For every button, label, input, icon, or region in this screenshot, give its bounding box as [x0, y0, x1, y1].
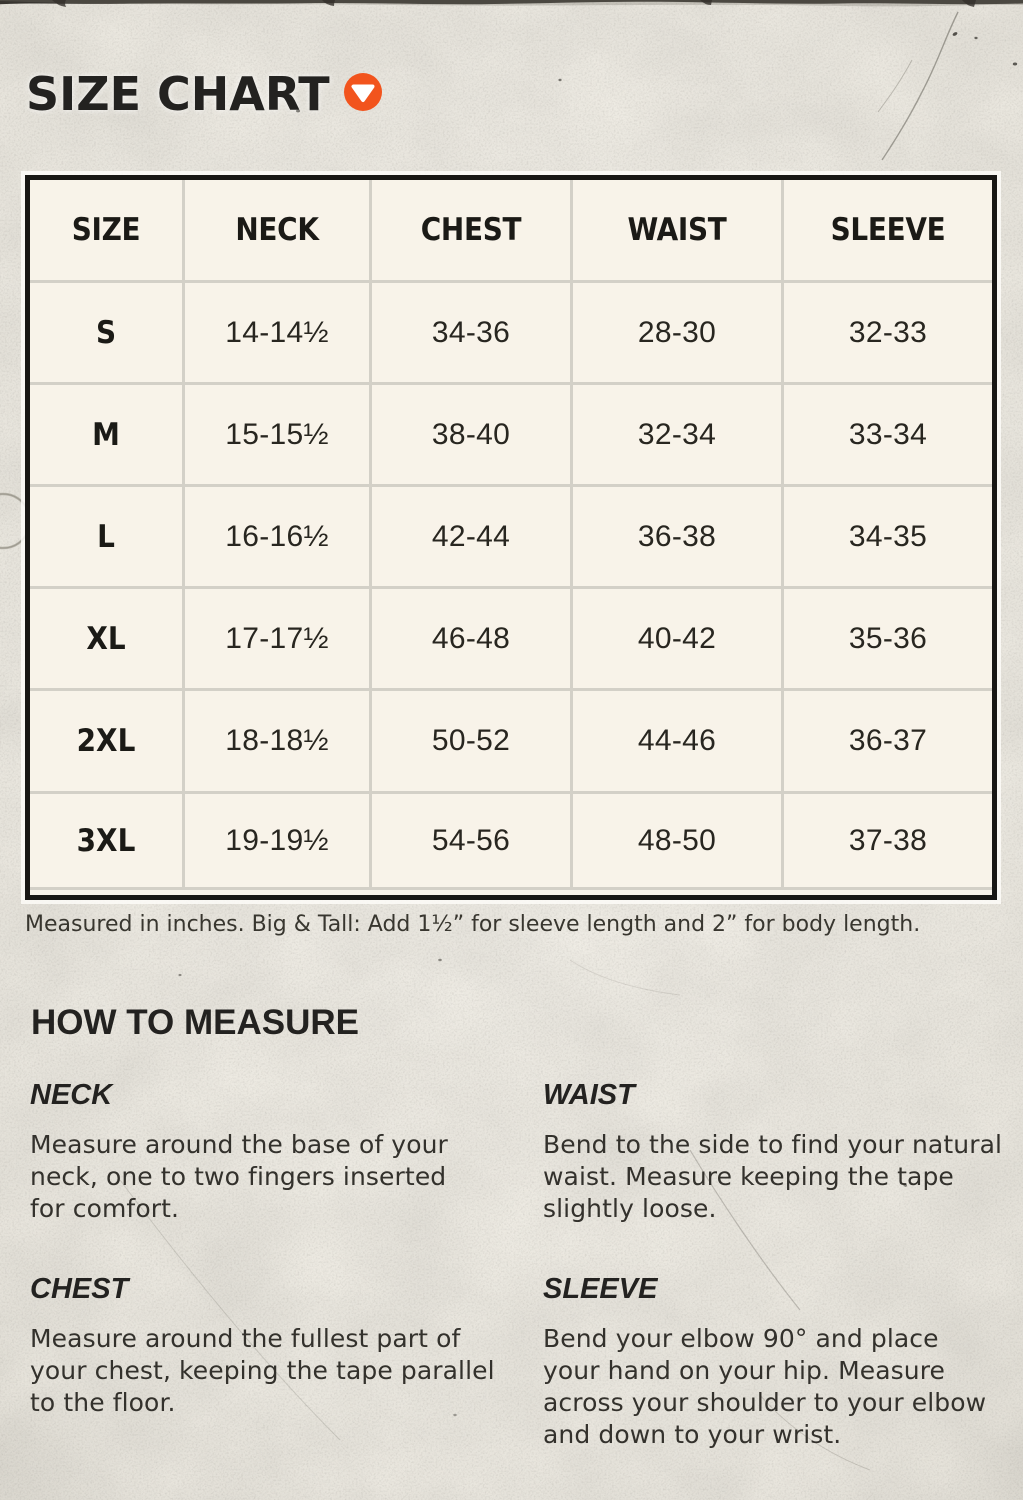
size-label: 2XL: [30, 691, 182, 791]
table-cell: 44-46: [573, 691, 781, 791]
table-cell: 32-33: [784, 283, 992, 382]
table-cell: 48-50: [573, 794, 781, 887]
table-cell: 35-36: [784, 589, 992, 688]
table-cell: 16-16½: [185, 487, 369, 586]
size-grid: SIZE NECK CHEST WAIST SLEEVE S 14-14½ 34-36 28-3…: [30, 180, 992, 890]
table-cell: 34-35: [784, 487, 992, 586]
column-header-chest: CHEST: [372, 180, 570, 280]
size-label: M: [30, 385, 182, 484]
table-cell: 17-17½: [185, 589, 369, 688]
instruction-label: CHEST: [30, 1273, 129, 1305]
size-label: S: [30, 283, 182, 382]
table-cell: 34-36: [372, 283, 570, 382]
table-cell: 33-34: [784, 385, 992, 484]
size-label: 3XL: [30, 794, 182, 887]
instruction-text: Bend your elbow 90° and place your hand …: [543, 1324, 987, 1449]
table-cell: 42-44: [372, 487, 570, 586]
table-cell: 46-48: [372, 589, 570, 688]
table-cell: 37-38: [784, 794, 992, 887]
dropdown-arrow-icon[interactable]: [344, 73, 382, 111]
size-table: SIZE NECK CHEST WAIST SLEEVE S 14-14½ 34-36 28-3…: [21, 171, 1001, 904]
column-header-size: SIZE: [30, 180, 182, 280]
measurement-note: Measured in inches. Big & Tall: Add 1½” …: [25, 912, 921, 937]
instruction-label: WAIST: [543, 1079, 635, 1111]
table-cell: 36-38: [573, 487, 781, 586]
instruction-text: Bend to the side to find your natural wa…: [543, 1130, 1003, 1223]
column-header-sleeve: SLEEVE: [784, 180, 992, 280]
size-label: L: [30, 487, 182, 586]
table-cell: 50-52: [372, 691, 570, 791]
how-to-measure-sections: NECK Measure around the base of your neck…: [30, 1080, 1013, 1451]
table-cell: 36-37: [784, 691, 992, 791]
measure-instruction-sleeve: SLEEVE Bend your elbow 90° and place your…: [543, 1274, 1013, 1451]
instruction-text: Measure around the base of your neck, on…: [30, 1130, 448, 1223]
measure-instruction-waist: WAIST Bend to the side to find your natur…: [543, 1080, 1013, 1225]
measure-instruction-chest: CHEST Measure around the fullest part of …: [30, 1274, 543, 1451]
table-cell: 15-15½: [185, 385, 369, 484]
table-cell: 19-19½: [185, 794, 369, 887]
column-header-waist: WAIST: [573, 180, 781, 280]
instruction-label: SLEEVE: [543, 1273, 658, 1305]
measure-instruction-neck: NECK Measure around the base of your neck…: [30, 1080, 543, 1225]
table-cell: 54-56: [372, 794, 570, 887]
table-cell: 38-40: [372, 385, 570, 484]
how-to-measure-title: HOW TO MEASURE: [31, 1003, 359, 1042]
instruction-label: NECK: [30, 1079, 113, 1111]
page-title: SIZE CHART: [26, 67, 330, 121]
table-cell: 28-30: [573, 283, 781, 382]
table-cell: 18-18½: [185, 691, 369, 791]
size-label: XL: [30, 589, 182, 688]
table-cell: 32-34: [573, 385, 781, 484]
instruction-text: Measure around the fullest part of your …: [30, 1324, 495, 1417]
table-cell: 40-42: [573, 589, 781, 688]
column-header-neck: NECK: [185, 180, 369, 280]
table-cell: 14-14½: [185, 283, 369, 382]
